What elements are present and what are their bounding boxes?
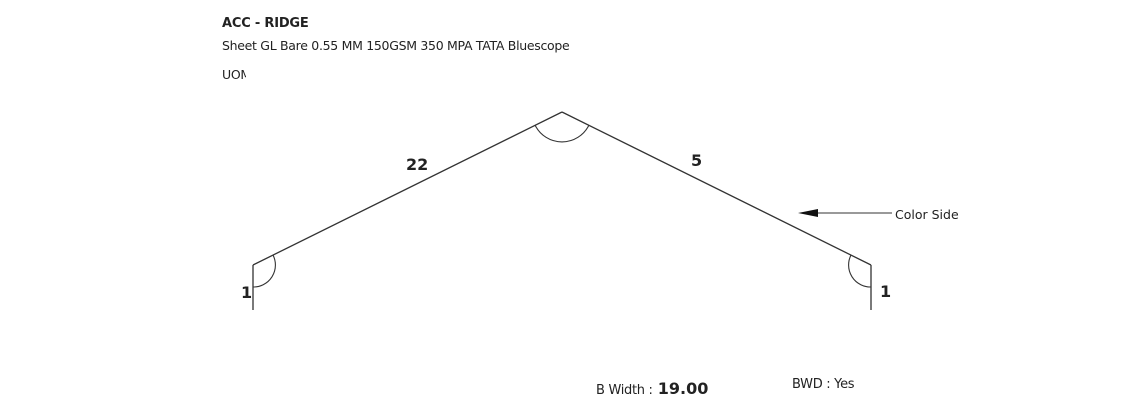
b-width-value: 19.00	[657, 379, 709, 398]
right-slope-length: 5	[691, 151, 702, 170]
b-width: B Width : 19.00	[596, 379, 708, 398]
left-slope-line	[252, 111, 563, 266]
right-corner-angle-arc	[848, 254, 872, 288]
color-side-label: Color Side	[895, 207, 959, 222]
bwd-status: BWD : Yes	[792, 377, 855, 392]
material-description: Sheet GL Bare 0.55 MM 150GSM 350 MPA TAT…	[222, 38, 570, 53]
left-return-length: 1	[241, 283, 252, 302]
left-corner-angle-arc	[252, 254, 276, 288]
angle-arcs	[252, 124, 872, 288]
right-return-length: 1	[880, 282, 891, 301]
left-slope-length: 22	[406, 155, 428, 174]
uom-label: UOM	[222, 67, 246, 82]
right-slope-line	[561, 111, 872, 266]
apex-angle-arc	[534, 124, 590, 143]
profile-title: ACC - RIDGE	[222, 16, 309, 31]
arrow-left-icon	[798, 209, 892, 217]
b-width-label: B Width :	[596, 383, 653, 398]
